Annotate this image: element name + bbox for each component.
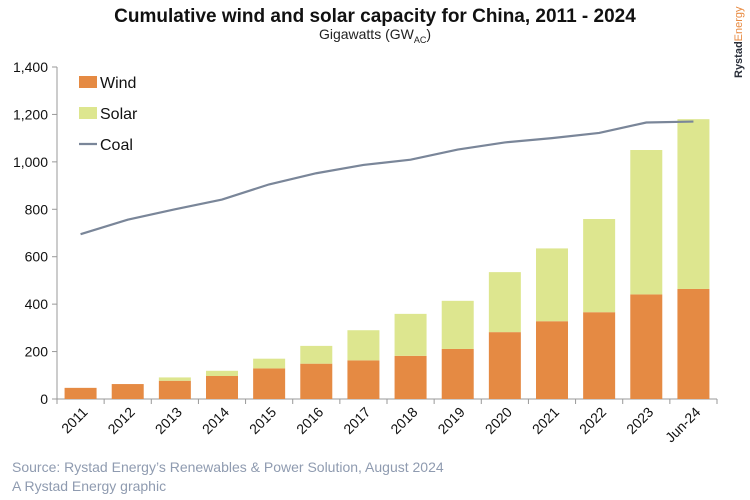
bar-solar: [394, 313, 427, 356]
bar-wind: [394, 355, 427, 399]
bar-solar: [347, 330, 380, 361]
y-tick-label: 1,200: [13, 106, 48, 122]
x-tick-label: 2016: [293, 404, 326, 437]
chart-title: Cumulative wind and solar capacity for C…: [114, 6, 636, 27]
legend-label-wind: Wind: [100, 75, 136, 92]
bar-wind: [583, 312, 616, 399]
y-tick-label: 400: [25, 296, 49, 312]
y-tick-label: 600: [25, 249, 49, 265]
bar-wind: [347, 360, 380, 399]
x-tick-label: Jun-24: [662, 404, 704, 446]
bar-solar: [630, 150, 663, 295]
x-tick-label: 2019: [434, 404, 467, 437]
legend-swatch-solar: [79, 107, 97, 119]
bar-solar: [441, 300, 474, 349]
bar-wind: [206, 375, 238, 399]
x-tick-label: 2012: [104, 404, 137, 437]
bar-wind: [300, 363, 333, 399]
x-tick-label: 2020: [482, 404, 515, 437]
x-tick-label: 2017: [340, 404, 373, 437]
legend-swatch-wind: [79, 76, 97, 88]
subtitle-text: Gigawatts (GW: [318, 26, 414, 42]
legend-label-coal: Coal: [100, 137, 133, 154]
y-tick-label: 0: [40, 391, 48, 407]
bar-wind: [111, 384, 144, 399]
bar-solar: [488, 272, 521, 333]
bar-wind: [677, 288, 710, 399]
bar-wind: [441, 348, 474, 399]
legend-label-solar: Solar: [100, 106, 138, 123]
subtitle-subscript: AC: [413, 34, 427, 45]
bar-solar: [158, 377, 191, 381]
bar-wind: [64, 387, 97, 399]
x-tick-label: 2014: [199, 404, 232, 437]
x-tick-label: 2022: [576, 404, 609, 437]
y-tick-label: 200: [25, 344, 49, 360]
bar-solar: [253, 358, 286, 369]
bar-wind: [253, 368, 286, 399]
x-tick-label: 2015: [246, 404, 279, 437]
y-tick-label: 1,400: [13, 59, 48, 75]
bar-solar: [300, 345, 333, 364]
bar-wind: [536, 321, 568, 399]
bar-solar: [583, 219, 616, 313]
footer: Source: Rystad Energy’s Renewables & Pow…: [12, 458, 444, 496]
bar-wind: [488, 332, 521, 399]
bar-wind: [630, 294, 663, 399]
x-tick-label: 2013: [152, 404, 185, 437]
bar-wind: [158, 380, 191, 399]
bar-solar: [677, 119, 710, 289]
x-tick-label: 2023: [623, 404, 656, 437]
chart-subtitle: Gigawatts (GWAC): [0, 26, 750, 45]
bar-solar: [536, 248, 568, 322]
credit-note: A Rystad Energy graphic: [12, 478, 167, 494]
subtitle-end: ): [426, 26, 432, 42]
x-tick-label: 2018: [387, 404, 420, 437]
y-tick-label: 800: [25, 201, 49, 217]
line-coal: [80, 120, 694, 236]
y-tick-label: 1,000: [13, 154, 48, 170]
x-tick-label: 2011: [58, 404, 91, 437]
x-tick-label: 2021: [529, 404, 562, 437]
bar-solar: [206, 370, 238, 376]
source-note: Source: Rystad Energy’s Renewables & Pow…: [12, 459, 444, 475]
